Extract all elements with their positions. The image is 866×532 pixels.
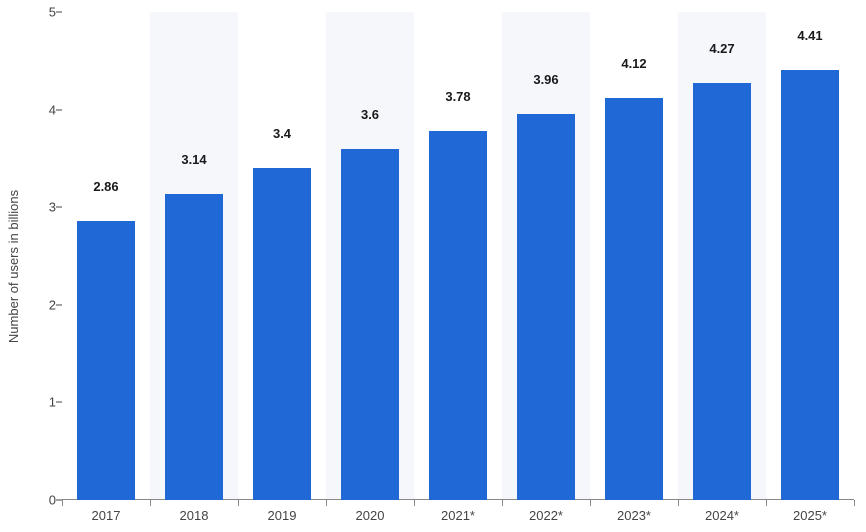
x-tick-mark — [854, 500, 855, 506]
x-tick-label: 2024* — [705, 508, 739, 523]
bar — [605, 98, 664, 500]
bar — [693, 83, 752, 500]
bar-value-label: 2.86 — [93, 179, 118, 200]
bar — [253, 168, 312, 500]
y-tick-mark — [56, 402, 62, 403]
bar-value-label: 3.4 — [273, 126, 291, 147]
bar-chart: Number of users in billions 0123452.8620… — [0, 0, 866, 532]
y-tick-label: 2 — [32, 297, 56, 312]
bar-value-label: 4.41 — [797, 28, 822, 49]
x-tick-mark — [150, 500, 151, 506]
x-tick-mark — [326, 500, 327, 506]
x-tick-mark — [238, 500, 239, 506]
x-tick-mark — [590, 500, 591, 506]
bar-value-label: 3.96 — [533, 72, 558, 93]
x-tick-label: 2017 — [92, 508, 121, 523]
y-axis-label-container: Number of users in billions — [0, 0, 28, 532]
x-tick-label: 2025* — [793, 508, 827, 523]
x-tick-mark — [414, 500, 415, 506]
y-tick-mark — [56, 304, 62, 305]
bar — [77, 221, 136, 500]
x-tick-label: 2022* — [529, 508, 563, 523]
bar — [341, 149, 400, 500]
y-tick-label: 3 — [32, 200, 56, 215]
x-tick-label: 2020 — [356, 508, 385, 523]
y-tick-label: 4 — [32, 102, 56, 117]
bar — [781, 70, 840, 500]
bar — [517, 114, 576, 500]
x-tick-mark — [62, 500, 63, 506]
bar-value-label: 4.27 — [709, 41, 734, 62]
y-axis-label: Number of users in billions — [7, 189, 22, 342]
bar — [165, 194, 224, 500]
x-tick-label: 2021* — [441, 508, 475, 523]
y-tick-label: 5 — [32, 5, 56, 20]
x-tick-mark — [766, 500, 767, 506]
bar-value-label: 3.6 — [361, 107, 379, 128]
plot-area: 0123452.8620173.1420183.420193.620203.78… — [62, 12, 854, 500]
y-tick-mark — [56, 12, 62, 13]
y-tick-label: 0 — [32, 493, 56, 508]
bar — [429, 131, 488, 500]
x-tick-label: 2023* — [617, 508, 651, 523]
x-tick-mark — [502, 500, 503, 506]
bar-value-label: 3.14 — [181, 152, 206, 173]
bar-value-label: 3.78 — [445, 89, 470, 110]
y-tick-mark — [56, 109, 62, 110]
x-tick-label: 2018 — [180, 508, 209, 523]
x-tick-mark — [678, 500, 679, 506]
bar-value-label: 4.12 — [621, 56, 646, 77]
x-tick-label: 2019 — [268, 508, 297, 523]
y-tick-mark — [56, 207, 62, 208]
y-tick-label: 1 — [32, 395, 56, 410]
